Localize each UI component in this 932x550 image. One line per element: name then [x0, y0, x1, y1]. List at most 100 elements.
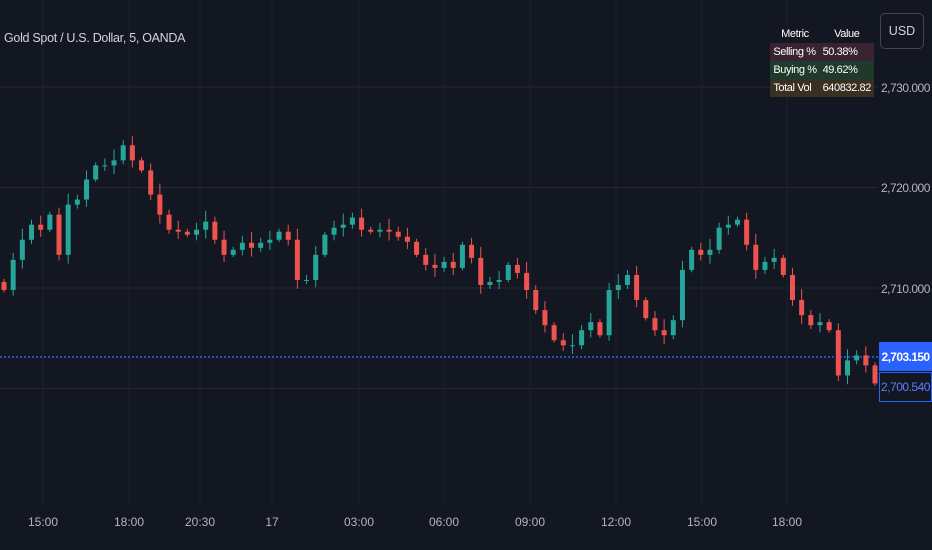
candle-body: [514, 264, 520, 273]
candle-body: [808, 315, 814, 326]
candle-body: [221, 239, 227, 255]
candle-body: [84, 179, 90, 200]
candle-body: [38, 224, 44, 230]
chart-title: Gold Spot / U.S. Dollar, 5, OANDA: [4, 31, 186, 45]
candle-body: [652, 318, 658, 331]
candle-body: [285, 231, 291, 240]
value-cell: 640832.82: [819, 79, 874, 97]
value-cell: 50.38%: [819, 43, 874, 61]
table-row: Selling % 50.38%: [770, 43, 874, 61]
time-tick-label: 18:00: [113, 515, 145, 529]
table-row: Total Vol 640832.82: [770, 79, 874, 97]
candle-body: [65, 204, 71, 255]
candle-body: [771, 257, 777, 262]
time-tick-label: 20:30: [184, 515, 216, 529]
currency-button[interactable]: USD: [880, 13, 924, 49]
candle-body: [597, 322, 603, 336]
candle-body: [267, 239, 273, 243]
candle-body: [166, 214, 172, 230]
candle-body: [258, 242, 264, 248]
candle-body: [734, 219, 740, 225]
candle-body: [148, 170, 154, 195]
candle-body: [634, 274, 640, 301]
candle-body: [698, 249, 704, 255]
candle-body: [212, 221, 218, 240]
candle-body: [844, 360, 850, 376]
candle-body: [368, 229, 374, 232]
candle-body: [624, 274, 630, 285]
candle-body: [239, 242, 245, 250]
candle-body: [643, 300, 649, 319]
candle-body: [432, 264, 438, 268]
time-tick-label: 15:00: [686, 515, 718, 529]
candle-body: [331, 227, 337, 235]
candle-body: [799, 300, 805, 316]
candle-body: [542, 310, 548, 326]
candle-body: [854, 355, 860, 361]
candle-body: [789, 274, 795, 301]
candle-body: [459, 244, 465, 268]
candle-body: [569, 345, 575, 347]
candle-body: [249, 242, 255, 248]
candle-body: [533, 290, 539, 311]
candle-body: [276, 231, 282, 240]
candle-body: [313, 254, 319, 280]
candle-body: [588, 322, 594, 331]
candle-body: [560, 340, 566, 346]
metrics-table: Metric Value Selling % 50.38% Buying % 4…: [770, 25, 874, 97]
candle-body: [129, 145, 135, 161]
time-tick-label: 09:00: [514, 515, 546, 529]
current-price-label: 2,703.150: [879, 342, 932, 371]
time-tick-label: 06:00: [428, 515, 460, 529]
candle-body: [872, 365, 878, 384]
metric-cell: Selling %: [770, 43, 820, 61]
candle-body: [661, 330, 667, 336]
last-price-label: 2,700.540: [879, 372, 932, 402]
candle-body: [606, 290, 612, 336]
candle-body: [377, 229, 383, 232]
header-metric: Metric: [781, 28, 809, 40]
candle-body: [478, 257, 484, 285]
candle-body: [10, 259, 16, 291]
candle-body: [826, 322, 832, 331]
candle-body: [340, 224, 346, 228]
candle-body: [423, 254, 429, 265]
candle-body: [505, 264, 511, 280]
candle-body: [487, 281, 493, 285]
table-header: Metric Value: [770, 25, 874, 43]
candle-body: [194, 229, 200, 235]
candle-body: [615, 284, 621, 291]
candle-body: [863, 355, 869, 366]
candle-body: [469, 244, 475, 258]
time-tick-label: 18:00: [771, 515, 803, 529]
header-value: Value: [834, 28, 860, 40]
candle-body: [74, 199, 80, 205]
candle-body: [175, 229, 181, 232]
candle-body: [496, 279, 502, 282]
candle-body: [441, 261, 447, 268]
candle-body: [670, 320, 676, 336]
candle-body: [230, 249, 236, 255]
candle-body: [679, 269, 685, 321]
candle-body: [762, 261, 768, 270]
metric-cell: Total Vol: [770, 79, 820, 97]
value-cell: 49.62%: [819, 61, 874, 79]
candle-body: [29, 224, 35, 240]
candle-body: [47, 214, 53, 230]
price-tick-label: 2,720.000: [881, 181, 930, 195]
candle-body: [707, 249, 713, 255]
time-tick-label: 15:00: [27, 515, 59, 529]
candle-body: [56, 214, 62, 255]
time-tick-label: 17: [265, 515, 279, 529]
candle-body: [716, 227, 722, 250]
candle-body: [111, 160, 117, 166]
candle-body: [120, 145, 126, 161]
candle-body: [725, 224, 731, 228]
time-tick-label: 03:00: [343, 515, 375, 529]
candle-body: [744, 219, 750, 245]
price-tick-label: 2,730.000: [881, 81, 930, 95]
candle-body: [139, 160, 145, 171]
candle-body: [414, 241, 420, 255]
time-tick-label: 12:00: [600, 515, 632, 529]
